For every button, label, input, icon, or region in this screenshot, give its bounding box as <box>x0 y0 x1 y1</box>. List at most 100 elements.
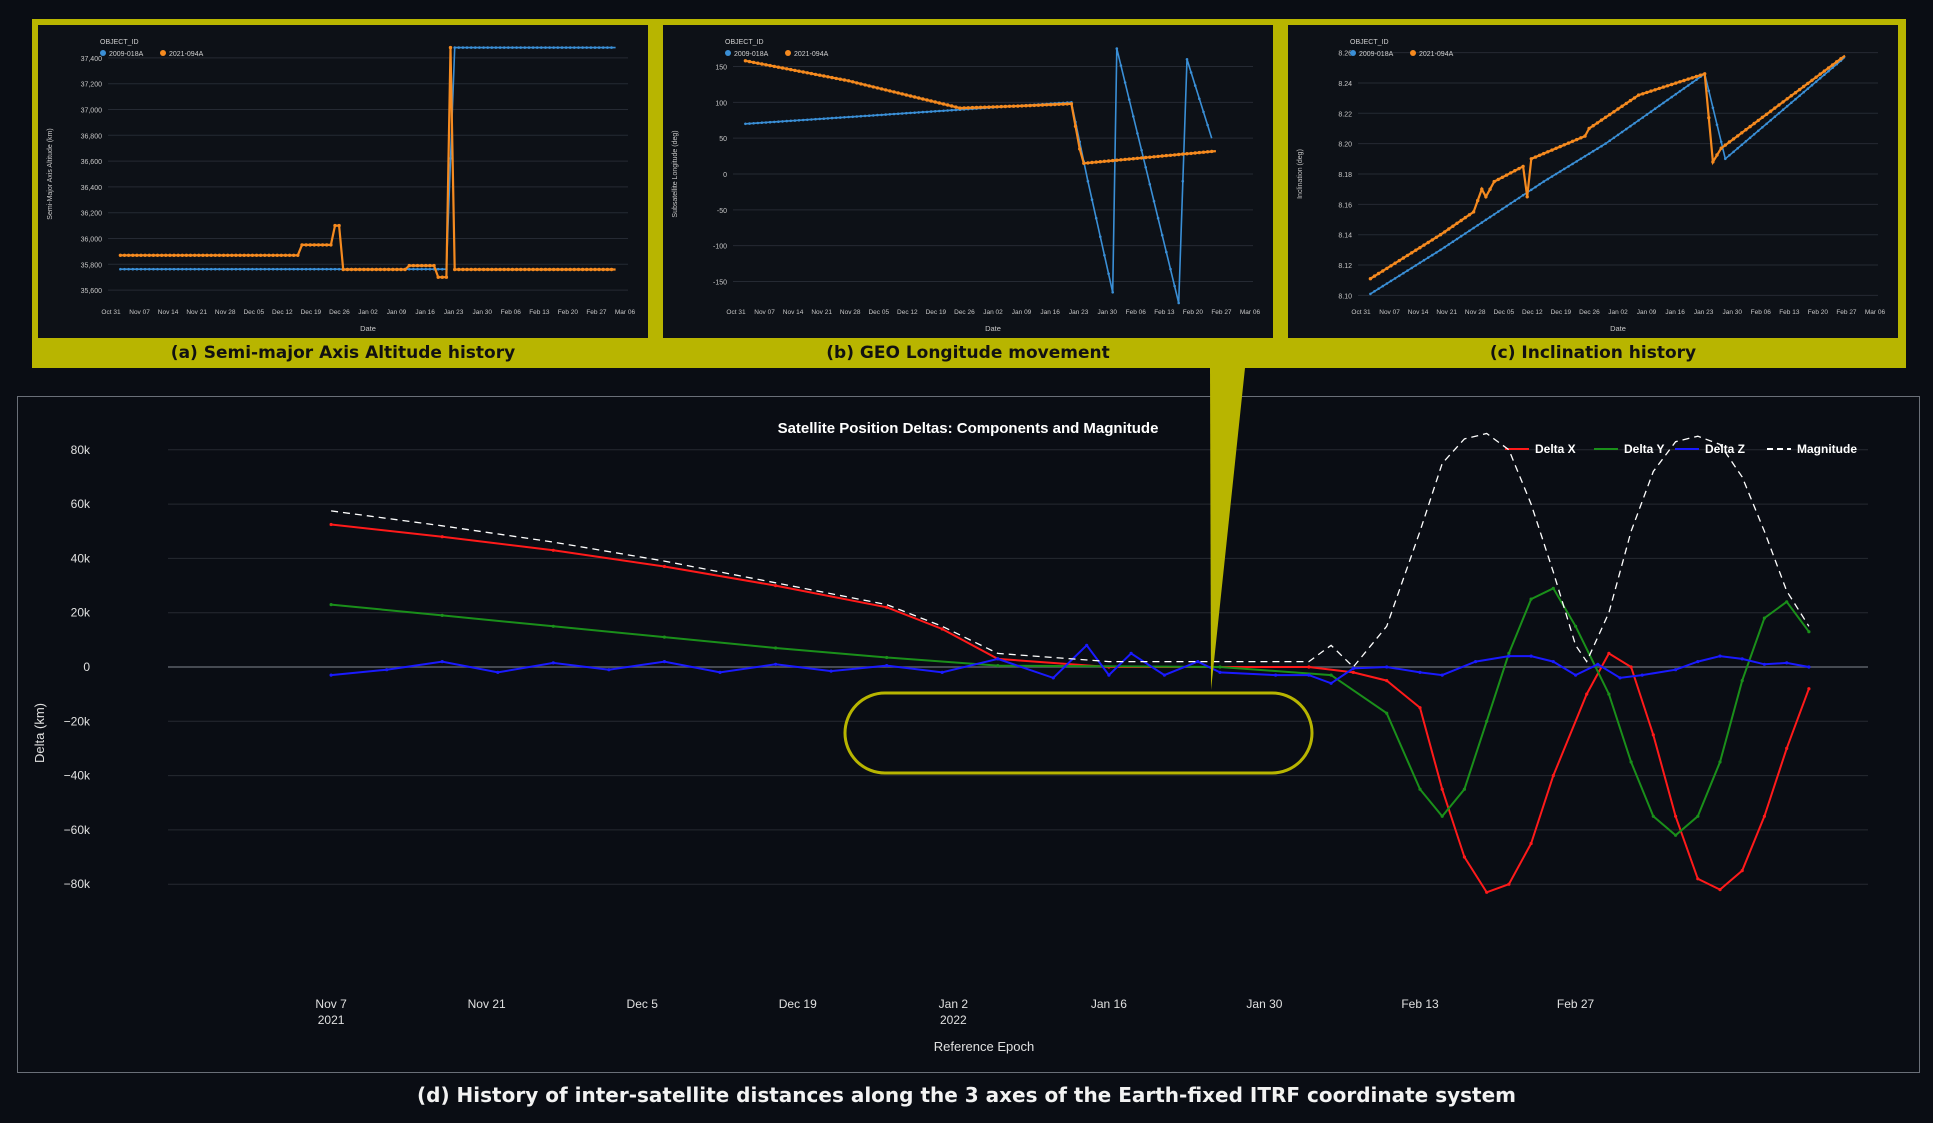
y-tick-label: 8.26 <box>1338 51 1352 58</box>
x-tick-label: Nov 07 <box>1379 309 1400 316</box>
series-point <box>772 64 776 69</box>
series-point <box>1736 134 1740 138</box>
panel-geo-longitude: -150 -100 -50 0 50 100 150 Oct 31 Nov 07 Nov 14 No… <box>663 25 1273 338</box>
series-point <box>818 73 822 77</box>
series-point <box>1402 271 1405 275</box>
series-point <box>395 267 399 272</box>
series-point <box>1769 109 1773 113</box>
series-point <box>1085 643 1089 647</box>
series-point <box>1307 665 1311 669</box>
x-tick-label: Feb 27 <box>1211 309 1232 316</box>
series-point <box>1107 673 1111 677</box>
series-point <box>978 105 983 110</box>
series-point <box>1368 277 1373 281</box>
series-point <box>1307 673 1311 677</box>
series-point <box>1024 104 1028 108</box>
series-point <box>547 267 552 272</box>
series-point <box>1620 130 1624 134</box>
series-point <box>875 86 880 90</box>
series-point <box>1111 158 1115 163</box>
series-point <box>872 114 875 117</box>
series-point <box>1148 183 1152 186</box>
x-tick-label: Nov 21 <box>811 309 832 316</box>
series-point <box>127 267 130 271</box>
series-point <box>793 68 797 73</box>
series-point <box>1603 115 1608 120</box>
series-point <box>444 275 449 279</box>
series-point <box>1657 86 1661 91</box>
series-point <box>1550 148 1554 152</box>
series-point <box>801 118 805 122</box>
series-point <box>1762 662 1766 666</box>
series-point <box>925 98 929 102</box>
y-tick-label: 50 <box>719 136 727 143</box>
series-point <box>564 46 568 49</box>
series-point <box>267 267 271 271</box>
series-point <box>399 267 403 272</box>
series-point <box>1604 142 1607 145</box>
series-point <box>1329 673 1333 677</box>
series-point <box>151 253 156 257</box>
series-point <box>764 63 768 67</box>
y-tick-label: 8.16 <box>1338 202 1352 209</box>
x-axis-label: Date <box>360 324 376 333</box>
series-point <box>568 267 572 272</box>
series-point <box>1501 207 1504 211</box>
series-point <box>358 267 362 272</box>
series-point <box>1003 104 1008 109</box>
series-point <box>1600 144 1603 148</box>
series-point <box>1810 83 1814 87</box>
series-point <box>1381 284 1385 288</box>
series-point <box>329 603 333 607</box>
series-point <box>607 668 611 672</box>
series-point <box>577 46 580 49</box>
x-tick-label: Jan 30 <box>472 309 492 316</box>
series-point <box>259 253 263 257</box>
series-point <box>776 65 781 69</box>
series-point <box>205 253 209 257</box>
x-tick-label: Feb 13 <box>529 309 550 316</box>
series-point <box>126 253 131 257</box>
series-point <box>773 120 776 124</box>
caption-a: (a) Semi-major Axis Altitude history <box>170 343 516 363</box>
y-tick-label: −40k <box>64 769 91 783</box>
legend-marker-sat2 <box>1410 50 1416 56</box>
series-point <box>412 267 415 271</box>
series-point <box>1443 230 1447 234</box>
series-point <box>855 115 859 118</box>
x-tick-label: Jan 30 <box>1246 997 1282 1011</box>
series-point <box>1376 271 1381 276</box>
series-point <box>1694 74 1699 79</box>
series-point <box>1823 73 1826 76</box>
series-point <box>1505 204 1508 208</box>
series-point <box>1440 673 1444 677</box>
series-point <box>1152 199 1156 203</box>
series-point <box>382 267 387 272</box>
series-point <box>1440 814 1444 818</box>
y-tick-label: 37,200 <box>81 82 103 89</box>
y-tick-label: -150 <box>713 280 727 287</box>
series-point <box>440 660 444 664</box>
series-point <box>1574 624 1578 628</box>
series-point <box>519 46 522 49</box>
series-point <box>436 267 440 271</box>
y-tick-label: -50 <box>717 208 727 215</box>
series-point <box>1686 77 1690 81</box>
series-point <box>859 82 863 86</box>
series-point <box>954 105 958 109</box>
series-point <box>1744 128 1748 132</box>
series-point <box>131 267 135 271</box>
y-tick-label: 8.20 <box>1338 142 1352 149</box>
series-point <box>378 267 383 272</box>
series-point <box>1790 101 1793 104</box>
series-point <box>609 267 614 272</box>
legend-label-sat1: 2009-018A <box>109 51 144 58</box>
series-point <box>1653 88 1657 92</box>
series-point <box>465 46 469 49</box>
series-point <box>1736 147 1739 150</box>
series-point <box>1462 787 1466 791</box>
series-point <box>940 627 944 631</box>
y-tick-label: 80k <box>71 443 91 457</box>
series-point <box>507 46 510 49</box>
series-point <box>1777 111 1781 115</box>
